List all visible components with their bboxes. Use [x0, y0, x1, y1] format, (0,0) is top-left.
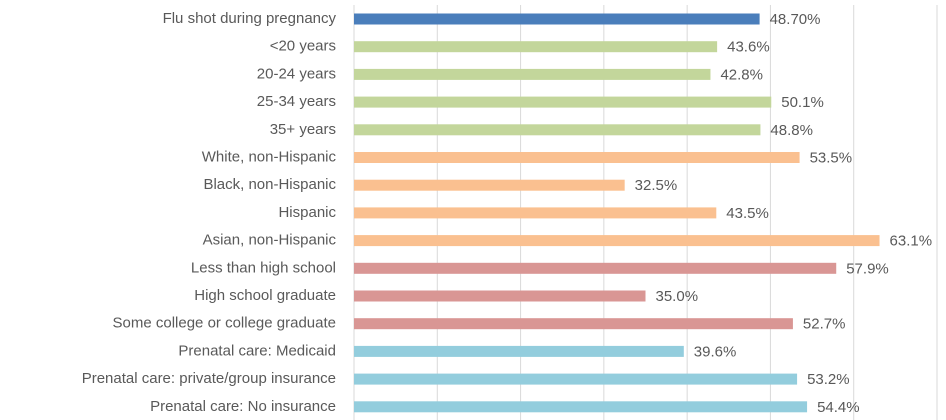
category-label: Some college or college graduate [113, 315, 336, 332]
data-label: 50.1% [781, 94, 824, 111]
category-label: Prenatal care: Medicaid [178, 342, 336, 359]
data-label: 42.8% [720, 66, 763, 83]
bar [354, 41, 718, 53]
data-label: 48.70% [770, 11, 821, 28]
category-label: Black, non-Hispanic [203, 176, 336, 193]
category-label: Prenatal care: No insurance [150, 398, 336, 415]
data-label: 43.6% [727, 39, 770, 56]
bar [354, 235, 880, 247]
bar [354, 124, 761, 136]
data-label: 35.0% [656, 288, 699, 305]
data-label: 54.4% [817, 399, 860, 416]
bar [354, 318, 793, 330]
data-label: 48.8% [770, 122, 813, 139]
category-label: Prenatal care: private/group insurance [82, 370, 336, 387]
data-label: 43.5% [726, 205, 769, 222]
data-label: 57.9% [846, 260, 889, 277]
category-label: Hispanic [278, 204, 336, 221]
data-label: 52.7% [803, 316, 846, 333]
category-label: <20 years [270, 38, 336, 55]
bar [354, 96, 772, 108]
category-label: White, non-Hispanic [202, 148, 337, 165]
data-label: 32.5% [635, 177, 678, 194]
bar [354, 290, 646, 302]
category-label: 25-34 years [257, 93, 336, 110]
category-label: 20-24 years [257, 65, 336, 82]
category-label: High school graduate [194, 287, 336, 304]
data-label: 39.6% [694, 343, 737, 360]
category-label: Flu shot during pregnancy [163, 10, 337, 27]
bar [354, 401, 808, 413]
category-label: Asian, non-Hispanic [203, 232, 337, 249]
data-label: 53.5% [810, 149, 853, 166]
bar [354, 262, 837, 274]
bar [354, 345, 684, 357]
category-label: 35+ years [270, 121, 336, 138]
data-label: 63.1% [890, 233, 933, 250]
bar [354, 373, 798, 385]
data-label: 53.2% [807, 371, 850, 388]
category-label: Less than high school [191, 259, 336, 276]
bar [354, 152, 800, 163]
bar [354, 207, 717, 219]
bar [354, 68, 711, 80]
bar [354, 13, 760, 25]
bar [354, 179, 625, 191]
